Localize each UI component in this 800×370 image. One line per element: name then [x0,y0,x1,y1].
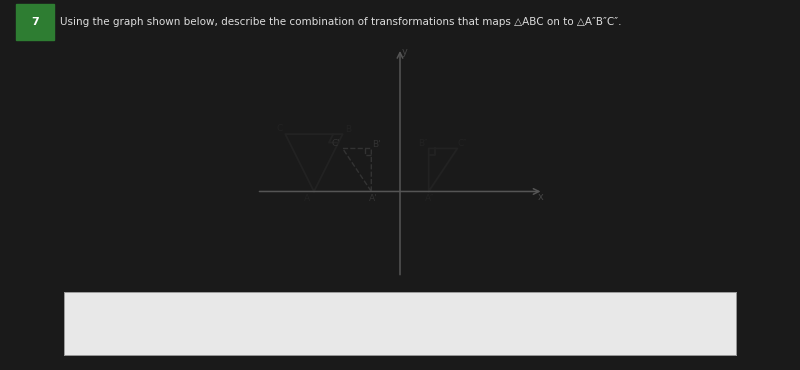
FancyBboxPatch shape [16,4,54,40]
Text: A': A' [369,194,377,203]
Text: C': C' [332,139,341,148]
Text: A: A [304,194,310,203]
Text: C: C [277,124,282,134]
Text: B: B [345,125,351,134]
Text: 7: 7 [31,17,39,27]
Text: C″: C″ [458,139,467,148]
Text: y: y [402,47,407,57]
Text: Using the graph shown below, describe the combination of transformations that ma: Using the graph shown below, describe th… [60,17,622,27]
Text: B″: B″ [418,139,428,148]
Text: A″: A″ [426,194,435,203]
Text: x: x [538,192,543,202]
Text: B': B' [372,139,381,149]
